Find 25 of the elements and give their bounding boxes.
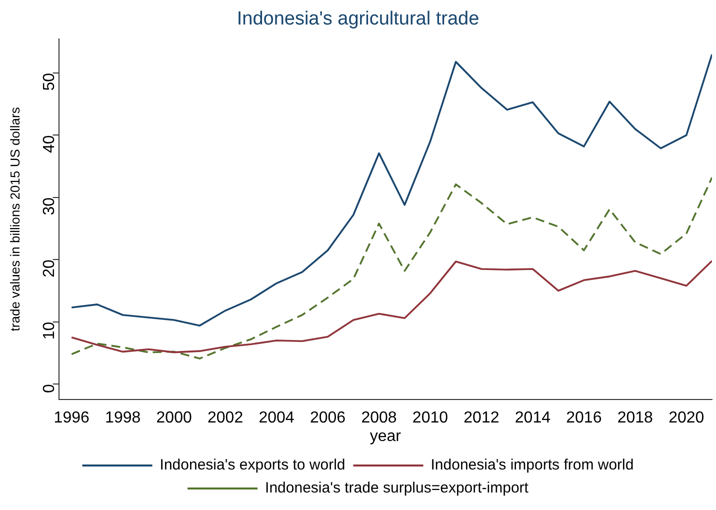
x-tick-label: 2020 xyxy=(668,410,704,427)
x-tick-label: 2016 xyxy=(566,410,602,427)
x-tick-label: 1998 xyxy=(105,410,141,427)
y-tick-label: 0 xyxy=(41,384,58,393)
chart-title: Indonesia's agricultural trade xyxy=(236,8,480,30)
y-tick-label: 40 xyxy=(41,135,58,154)
y-axis-title: trade values in billions 2015 US dollars xyxy=(7,106,22,332)
x-tick-label: 1996 xyxy=(54,410,90,427)
y-tick-label: 30 xyxy=(41,197,58,216)
y-tick-label: 20 xyxy=(41,260,58,278)
y-tick-label: 50 xyxy=(41,72,58,91)
x-tick-label: 2014 xyxy=(514,410,551,427)
legend-label: Indonesia's exports to world xyxy=(160,456,346,474)
x-tick-label: 2008 xyxy=(361,410,397,427)
x-tick-label: 2002 xyxy=(208,410,244,427)
x-tick-label: 2012 xyxy=(464,410,500,427)
x-tick-label: 2004 xyxy=(258,410,294,427)
legend-label: Indonesia's trade surplus=export-import xyxy=(265,480,530,497)
x-tick-label: 2000 xyxy=(156,410,192,427)
legend-label: Indonesia's imports from world xyxy=(430,456,634,474)
x-tick-label: 2018 xyxy=(617,410,654,427)
x-axis-title: year xyxy=(370,428,402,445)
y-tick-label: 10 xyxy=(41,322,58,340)
x-tick-label: 2010 xyxy=(412,410,448,427)
x-tick-label: 2006 xyxy=(310,410,346,427)
